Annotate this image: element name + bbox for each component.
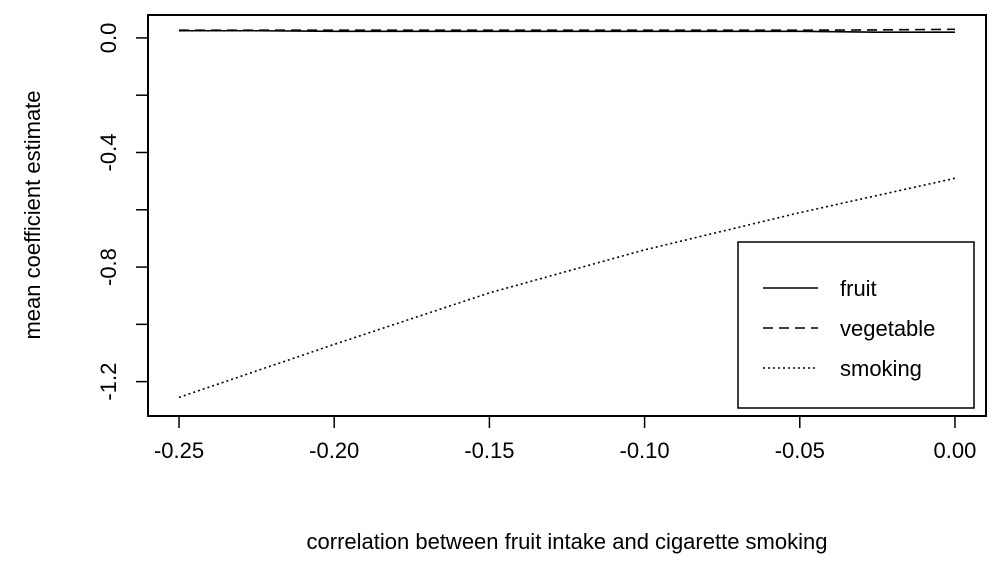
x-tick-label: 0.00 (934, 438, 977, 463)
y-tick-label: -0.8 (96, 248, 121, 286)
y-axis: 0.0 -0.4 -0.8 -1.2 (96, 23, 148, 401)
x-tick-label: -0.15 (464, 438, 514, 463)
y-tick-label: 0.0 (96, 23, 121, 54)
series-line-vegetable (179, 28, 955, 31)
series-line-fruit (179, 29, 955, 33)
legend-box (737, 241, 975, 409)
y-axis-label: mean coefficient estimate (20, 90, 45, 339)
y-tick-label: -1.2 (96, 363, 121, 401)
legend: fruit vegetable smoking (737, 241, 975, 409)
legend-label-vegetable: vegetable (840, 316, 935, 341)
x-axis: -0.25 -0.20 -0.15 -0.10 -0.05 0.00 (154, 416, 976, 463)
x-axis-label: correlation between fruit intake and cig… (307, 529, 828, 554)
x-tick-label: -0.20 (309, 438, 359, 463)
series-layer (178, 28, 956, 399)
series-line-smoking (178, 177, 956, 399)
x-tick-label: -0.10 (620, 438, 670, 463)
x-tick-label: -0.25 (154, 438, 204, 463)
plot-frame (147, 14, 987, 417)
legend-label-smoking: smoking (840, 356, 922, 381)
y-tick-label: -0.4 (96, 134, 121, 172)
x-tick-label: -0.05 (775, 438, 825, 463)
legend-label-fruit: fruit (840, 276, 877, 301)
